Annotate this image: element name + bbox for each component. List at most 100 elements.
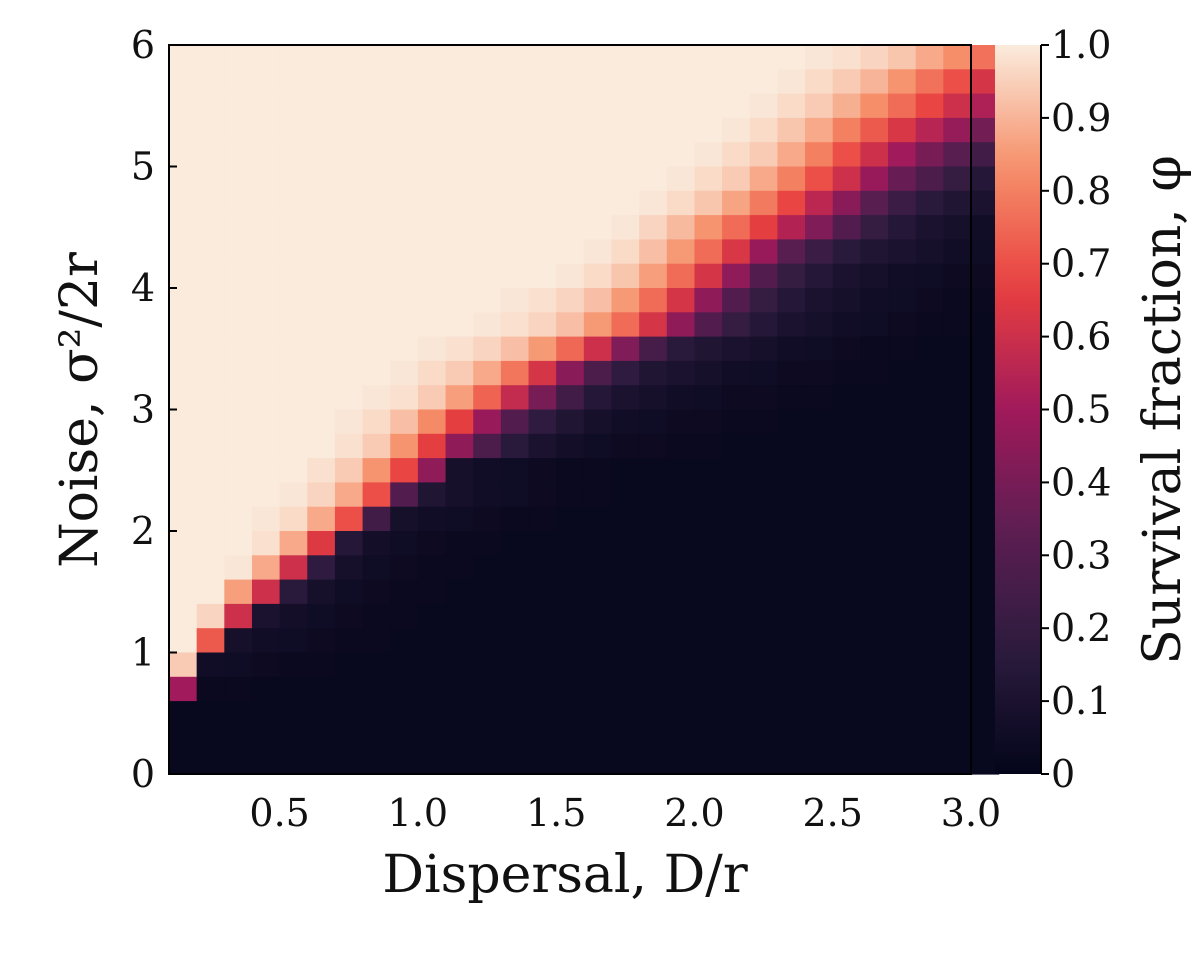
heatmap-cell (611, 215, 640, 240)
heatmap-cell (777, 215, 806, 240)
heatmap-cell (251, 531, 281, 556)
heatmap-cell (307, 336, 336, 362)
heatmap-cell (251, 166, 281, 192)
heatmap-cell (417, 531, 447, 556)
heatmap-cell (777, 69, 806, 95)
heatmap-cell (307, 603, 336, 629)
heatmap-cell (279, 239, 308, 265)
heatmap-cell (528, 555, 557, 581)
heatmap-cell (777, 701, 806, 726)
heatmap-cell (390, 166, 419, 192)
heatmap-cell (805, 215, 834, 240)
heatmap-cell (860, 45, 889, 70)
heatmap-cell (445, 531, 474, 556)
heatmap-cell (666, 628, 696, 654)
heatmap-cell (639, 142, 668, 168)
heatmap-cell (556, 312, 585, 338)
heatmap-cell (224, 409, 253, 435)
heatmap-cell (888, 603, 917, 629)
heatmap-cell (805, 142, 834, 168)
heatmap-cell (334, 69, 364, 95)
heatmap-cell (196, 409, 225, 435)
heatmap-cell (500, 749, 530, 775)
heatmap-cell (390, 458, 419, 483)
heatmap-cell (279, 749, 308, 775)
heatmap-cell (832, 385, 861, 411)
heatmap-cell (805, 579, 834, 605)
heatmap-cell (971, 69, 1000, 95)
heatmap-cell (473, 288, 502, 313)
heatmap-cell (528, 288, 557, 313)
heatmap-cell (334, 93, 364, 119)
heatmap-cell (611, 555, 640, 581)
heatmap-cell (473, 531, 502, 556)
heatmap-cell (307, 69, 336, 95)
heatmap-cell (860, 603, 889, 629)
heatmap-cell (362, 628, 391, 654)
heatmap-cell (888, 506, 917, 532)
heatmap-cell (639, 166, 668, 192)
heatmap-cell (196, 45, 225, 70)
heatmap-cell (279, 725, 308, 751)
heatmap-cell (169, 288, 198, 313)
heatmap-cell (888, 749, 917, 775)
heatmap-cell (805, 506, 834, 532)
heatmap-cell (279, 433, 308, 459)
heatmap-cell (832, 360, 861, 386)
heatmap-cell (943, 725, 972, 751)
heatmap-cell (722, 749, 751, 775)
heatmap-cell (971, 336, 1000, 362)
heatmap-cell (832, 725, 861, 751)
heatmap-cell (888, 336, 917, 362)
heatmap-cell (224, 482, 253, 508)
heatmap-cell (334, 603, 364, 629)
x-tick-label: 2.0 (664, 791, 724, 835)
heatmap-cell (611, 142, 640, 168)
heatmap-cell (805, 555, 834, 581)
heatmap-cell (528, 117, 557, 143)
heatmap-cell (805, 725, 834, 751)
heatmap-cell (279, 531, 308, 556)
heatmap-cell (583, 385, 613, 411)
heatmap-cell (805, 239, 834, 265)
heatmap-cell (556, 385, 585, 411)
heatmap-cell (611, 628, 640, 654)
heatmap-cell (860, 288, 889, 313)
heatmap-cell (196, 725, 225, 751)
heatmap-cell (860, 215, 889, 240)
heatmap-cell (860, 506, 889, 532)
x-tick-label: 1.5 (526, 791, 586, 835)
heatmap-cell (196, 215, 225, 240)
heatmap-cell (362, 749, 391, 775)
heatmap-cell (251, 506, 281, 532)
heatmap-cell (307, 385, 336, 411)
heatmap-cell (915, 579, 944, 605)
heatmap-cell (749, 93, 779, 119)
heatmap-cell (888, 409, 917, 435)
heatmap-cell (445, 69, 474, 95)
heatmap-cell (417, 117, 447, 143)
heatmap-cell (832, 117, 861, 143)
heatmap-cell (611, 676, 640, 702)
heatmap-cell (279, 603, 308, 629)
heatmap-cell (694, 603, 723, 629)
heatmap-cell (611, 190, 640, 216)
heatmap-cell (224, 166, 253, 192)
heatmap-cell (583, 749, 613, 775)
heatmap-cell (224, 239, 253, 265)
heatmap-cell (224, 458, 253, 483)
colorbar (995, 45, 1041, 774)
heatmap-cell (169, 69, 198, 95)
heatmap-cell (639, 360, 668, 386)
heatmap-cell (832, 555, 861, 581)
heatmap-cell (224, 555, 253, 581)
heatmap-cell (888, 531, 917, 556)
heatmap-cell (583, 433, 613, 459)
heatmap-cell (528, 482, 557, 508)
heatmap-cell (777, 239, 806, 265)
heatmap-cell (971, 45, 1000, 70)
heatmap-cell (224, 312, 253, 338)
heatmap-cell (445, 117, 474, 143)
heatmap-cell (445, 190, 474, 216)
heatmap-cell (528, 603, 557, 629)
